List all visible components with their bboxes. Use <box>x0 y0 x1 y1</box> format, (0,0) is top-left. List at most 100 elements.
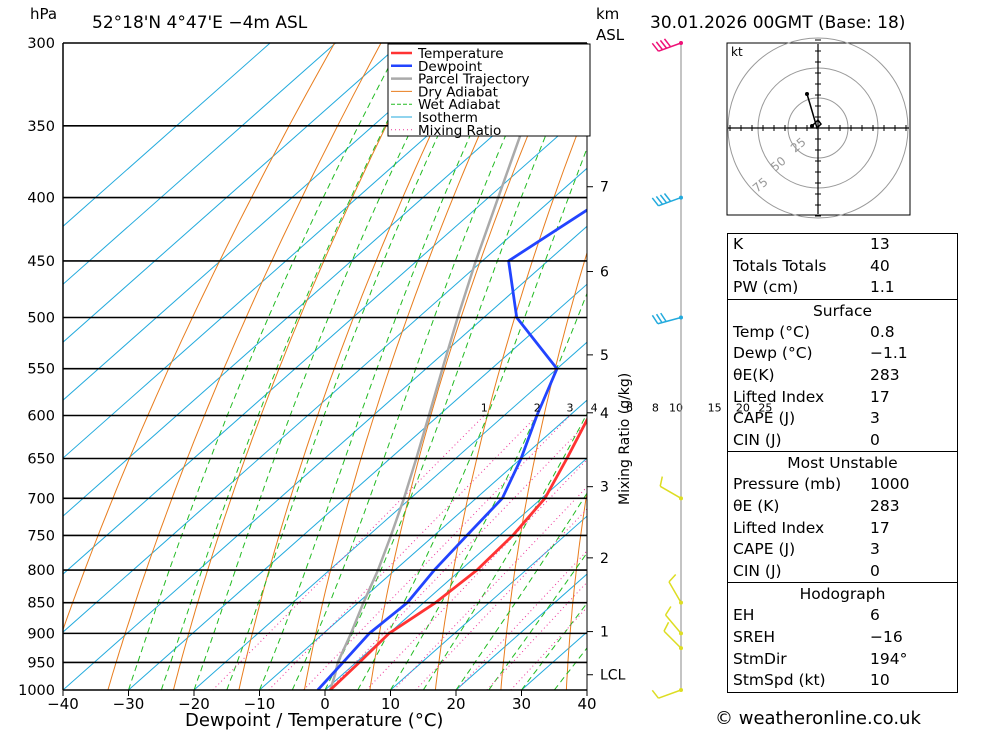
copyright: © weatheronline.co.uk <box>715 708 921 729</box>
height-unit-km: km <box>596 5 619 23</box>
index-row: Lifted Index 17 <box>728 387 957 409</box>
index-value: 194° <box>870 649 908 668</box>
index-row: StmDir 194° <box>728 649 957 671</box>
barb-feather <box>664 606 672 616</box>
x-tick-label: −30 <box>113 695 145 713</box>
x-axis-title: Dewpoint / Temperature (°C) <box>185 710 443 731</box>
mixing-ratio-label: 25 <box>758 401 772 414</box>
x-tick-label: 30 <box>512 695 531 713</box>
mixing-ratio-label: 1 <box>481 401 488 414</box>
hodograph-point <box>810 124 814 128</box>
wet-adiabat <box>291 43 547 690</box>
barb-feather <box>659 194 668 204</box>
hodograph-heading: Hodograph <box>728 582 957 605</box>
index-value: 13 <box>870 235 890 253</box>
index-label: K <box>733 235 744 253</box>
legend-label: Mixing Ratio <box>418 123 501 139</box>
barb-feather <box>651 42 660 52</box>
wind-barb <box>659 485 682 499</box>
barb-feather <box>660 312 667 322</box>
wet-adiabat <box>259 43 513 690</box>
axes: 3003504004505005506006507007508008509009… <box>18 36 625 713</box>
hodograph-point <box>805 92 809 96</box>
index-label: Dewp (°C) <box>733 344 813 363</box>
dry-adiabat <box>369 43 568 690</box>
index-label: CIN (J) <box>733 561 782 580</box>
pressure-tick-label: 800 <box>27 563 55 579</box>
isotherm <box>324 457 587 690</box>
x-tick-label: −40 <box>47 695 79 713</box>
mixing-ratio-line <box>268 415 538 690</box>
index-value: 3 <box>870 540 880 559</box>
index-row: θE(K) 283 <box>728 365 957 387</box>
barb-feather <box>655 41 664 51</box>
isotherm <box>63 51 587 517</box>
pressure-tick-label: 650 <box>27 452 55 468</box>
hodograph-unit: kt <box>731 45 743 59</box>
pressure-tick-label: 950 <box>27 655 55 671</box>
x-tick-label: 20 <box>446 695 465 713</box>
x-tick-label: −20 <box>178 695 210 713</box>
wind-barbs <box>651 38 683 699</box>
isotherm <box>390 515 587 690</box>
index-label: CAPE (J) <box>733 409 796 428</box>
x-tick-label: 0 <box>320 695 330 713</box>
dry-adiabat <box>997 43 1000 690</box>
index-row: Lifted Index 17 <box>728 518 957 540</box>
mixing-ratio-line <box>366 458 587 690</box>
index-value: 3 <box>870 409 880 428</box>
dry-adiabat <box>565 489 587 690</box>
barb-feather <box>663 38 672 48</box>
legend-label: Isotherm <box>418 110 478 126</box>
index-value: 0 <box>870 430 880 449</box>
height-tick-label: 1 <box>600 625 609 641</box>
pressure-tick-label: 350 <box>27 119 55 135</box>
legend-label: Temperature <box>417 46 504 62</box>
wind-barb <box>668 581 682 604</box>
x-tick-label: 40 <box>577 695 596 713</box>
index-label: EH <box>733 606 755 625</box>
wet-adiabat <box>324 43 585 690</box>
indices-table: K 13 Totals Totals 40 PW (cm) 1.1 Surface Tem… <box>727 233 958 693</box>
index-label: Pressure (mb) <box>733 475 842 494</box>
isotherm <box>259 399 587 690</box>
index-row: CIN (J) 0 <box>728 561 957 583</box>
index-row: CIN (J) 0 <box>728 430 957 452</box>
height-tick-label: 3 <box>600 480 609 496</box>
index-label: CIN (J) <box>733 430 782 449</box>
legend-label: Dewpoint <box>418 59 482 75</box>
index-row: Dewp (°C) −1.1 <box>728 343 957 365</box>
index-value: 0.8 <box>870 322 895 341</box>
index-value: −1.1 <box>870 344 908 363</box>
index-value: 40 <box>870 256 890 275</box>
height-unit-asl: ASL <box>596 26 625 44</box>
index-label: Totals Totals <box>733 256 827 275</box>
mixing-ratio-label: 8 <box>652 401 659 414</box>
isotherm <box>63 43 533 459</box>
barb-feather <box>655 195 664 205</box>
isotherm <box>63 43 467 401</box>
mixing-ratio-line <box>486 581 587 690</box>
mixing-ratio-labels: 1 2 3 4 6 8 10 15 20 25 <box>481 401 773 414</box>
index-value: 283 <box>870 496 900 515</box>
height-tick-label: 2 <box>600 551 609 567</box>
dry-adiabat <box>500 251 587 690</box>
wind-barb <box>664 614 682 634</box>
location-label: 52°18'N 4°47'E −4m ASL <box>92 13 308 33</box>
mixing-ratio-label: 20 <box>736 401 750 414</box>
wind-barb <box>658 689 682 699</box>
wet-adiabat <box>488 552 587 690</box>
barb-feather <box>655 313 663 324</box>
pressure-tick-label: 850 <box>27 596 55 612</box>
index-label: θE (K) <box>733 496 780 515</box>
index-value: 10 <box>870 671 890 690</box>
index-label: CAPE (J) <box>733 540 796 559</box>
barb-feather <box>663 193 672 202</box>
isotherm <box>63 43 402 343</box>
index-value: 1000 <box>870 475 910 494</box>
index-row: CAPE (J) 3 <box>728 539 957 561</box>
barb-feather <box>659 39 668 49</box>
wind-barb <box>663 630 682 649</box>
